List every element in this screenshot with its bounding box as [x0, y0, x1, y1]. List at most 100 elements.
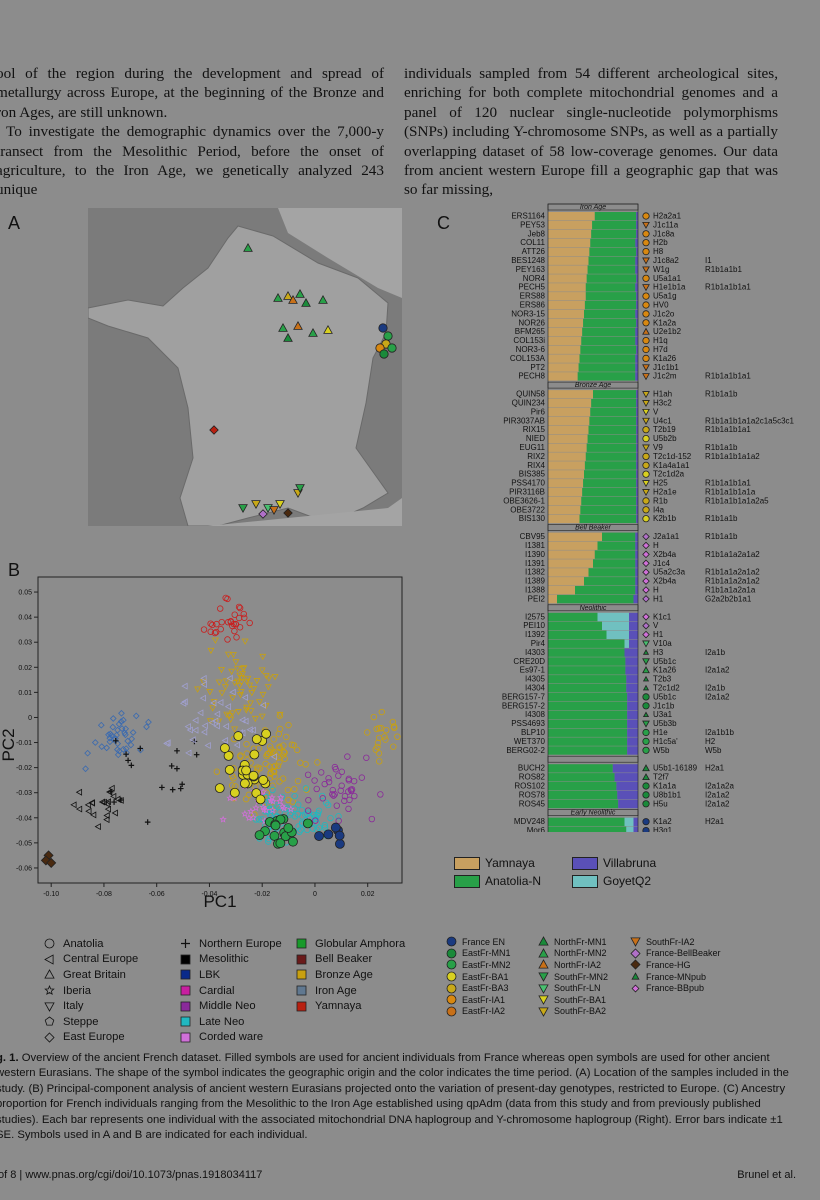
y-haplogroup: R1b1a1a2a1a: [705, 586, 756, 595]
map-marker: [283, 332, 293, 342]
bar-segment-vil: [635, 265, 638, 274]
sample-symbol: [642, 345, 650, 354]
pca-point: [242, 717, 249, 725]
bar-row: I4304 T2c1d2 I2a1b: [525, 684, 726, 693]
pca-point: [241, 694, 249, 702]
pca-point: [103, 744, 111, 752]
legend-swatch: [296, 970, 307, 980]
mt-haplogroup: K1a1a: [653, 782, 677, 791]
pca-point: [312, 817, 319, 824]
legend-symbol: [181, 939, 190, 949]
bar-row: NOR4 U5a1a1: [523, 274, 682, 283]
legend-label: Italy: [63, 1000, 84, 1013]
pca-point: [229, 622, 236, 630]
bar-segment-ana: [548, 719, 628, 728]
legend-symbol: [44, 1016, 55, 1026]
mt-haplogroup: K1a26: [653, 354, 677, 363]
legend-item: EastFr-BA1: [446, 971, 511, 983]
pca-point: [84, 801, 92, 809]
mt-haplogroup: K1a4a1a1: [653, 461, 690, 470]
bar-segment-ana: [588, 256, 636, 265]
bar-segment-yam: [548, 470, 584, 479]
group-header: Bronze Age: [547, 381, 639, 389]
bar-segment-ana: [548, 817, 625, 827]
bar-segment-vil: [614, 773, 638, 782]
mt-haplogroup: J1c8a: [653, 229, 675, 238]
pca-point: [209, 621, 216, 629]
pca-point: [269, 782, 276, 789]
bar-segment-ana: [548, 701, 628, 711]
symbol-legend: Anatolia Central Europe Great Britain Iberi…: [44, 936, 138, 1045]
bar-row: OBE3722 I4a: [510, 505, 664, 514]
mt-haplogroup: J1c8a2: [653, 256, 679, 265]
bar-segment-vil: [636, 434, 638, 443]
pca-point: [302, 761, 309, 768]
pca-point: [346, 796, 353, 804]
sample-id: ERS1164: [511, 212, 545, 221]
pca-point: [90, 811, 97, 819]
bar-segment-vil: [636, 488, 638, 497]
y-haplogroup: R1b1a1b: [705, 514, 738, 523]
pca-point: [215, 679, 223, 686]
bar-segment-ana: [584, 470, 637, 479]
sample-id: OBE3626-1: [503, 496, 545, 505]
mt-haplogroup: J1c4: [653, 559, 670, 568]
legend-label: SouthFr-BA1: [554, 994, 607, 1005]
legend-symbol: [44, 938, 55, 949]
mt-haplogroup: V9: [653, 443, 663, 452]
ancestry-barplot: Iron Age ERS1164 H2a2a1 PEY53 J1c11a Jeb8 J1c8…: [502, 203, 795, 832]
sample-id: MDV248: [514, 817, 546, 826]
pca-point: [240, 610, 247, 618]
sample-symbol: [642, 746, 650, 754]
legend-symbol: [630, 948, 641, 959]
pca-point: [276, 743, 283, 750]
pca-point: [122, 731, 129, 739]
mt-haplogroup: W1g: [653, 265, 669, 274]
pca-point: [302, 818, 313, 829]
legend-label: NorthFr-MN2: [554, 948, 607, 959]
pca-point: [217, 605, 224, 612]
y-haplogroup: I2a1b: [705, 684, 726, 693]
bar-row: PECH5 H1e1b1a R1b1a1b1a1: [518, 283, 751, 292]
bar-row: I1392 H1: [525, 630, 664, 639]
y-haplogroup: H2a1: [705, 817, 725, 826]
pca-point: [121, 729, 129, 737]
legend-item: SouthFr-MN2: [538, 971, 608, 983]
bar-segment-vil: [636, 479, 638, 488]
pca-point: [127, 741, 135, 749]
mt-haplogroup: T2c1d2a: [653, 470, 685, 479]
pca-point: [304, 771, 312, 779]
pca-point: [276, 711, 284, 719]
pca-point: [91, 739, 99, 746]
bar-row: ROS82 T2f7: [519, 773, 670, 782]
sample-symbol: [642, 337, 650, 345]
x-tick-label: -0.10: [43, 891, 59, 898]
sample-symbol: [642, 310, 650, 318]
mt-haplogroup: K1a26: [653, 666, 677, 675]
legend-symbol: [631, 984, 640, 993]
pca-point: [266, 743, 274, 750]
pca-point: [247, 708, 255, 715]
sample-id: WET370: [514, 737, 546, 746]
pca-point: [261, 728, 272, 739]
bar-segment-ana: [548, 630, 607, 639]
group-header: Early Neolithic: [547, 809, 639, 817]
pca-point: [376, 758, 383, 765]
pca-point: [118, 709, 125, 717]
bar-row: Es97-1 K1a26 I2a1a2: [520, 666, 730, 675]
pca-point: [163, 740, 170, 747]
sample-id: BERG157-2: [502, 701, 546, 710]
sample-id: PECH8: [518, 372, 545, 381]
pca-point: [268, 793, 276, 801]
legend-symbol: [44, 985, 55, 996]
sample-symbol: [642, 489, 650, 497]
pca-point: [312, 813, 319, 820]
bar-segment-ana: [575, 586, 636, 595]
bar-segment-ana: [579, 514, 637, 524]
pca-point: [276, 759, 283, 766]
legend-symbol: [44, 1016, 55, 1026]
bar-segment-vil: [627, 701, 638, 711]
pca-point: [227, 716, 235, 724]
body-paragraph: individuals sampled from 54 different ar…: [404, 65, 778, 199]
mt-haplogroup: K1c1: [653, 612, 672, 621]
